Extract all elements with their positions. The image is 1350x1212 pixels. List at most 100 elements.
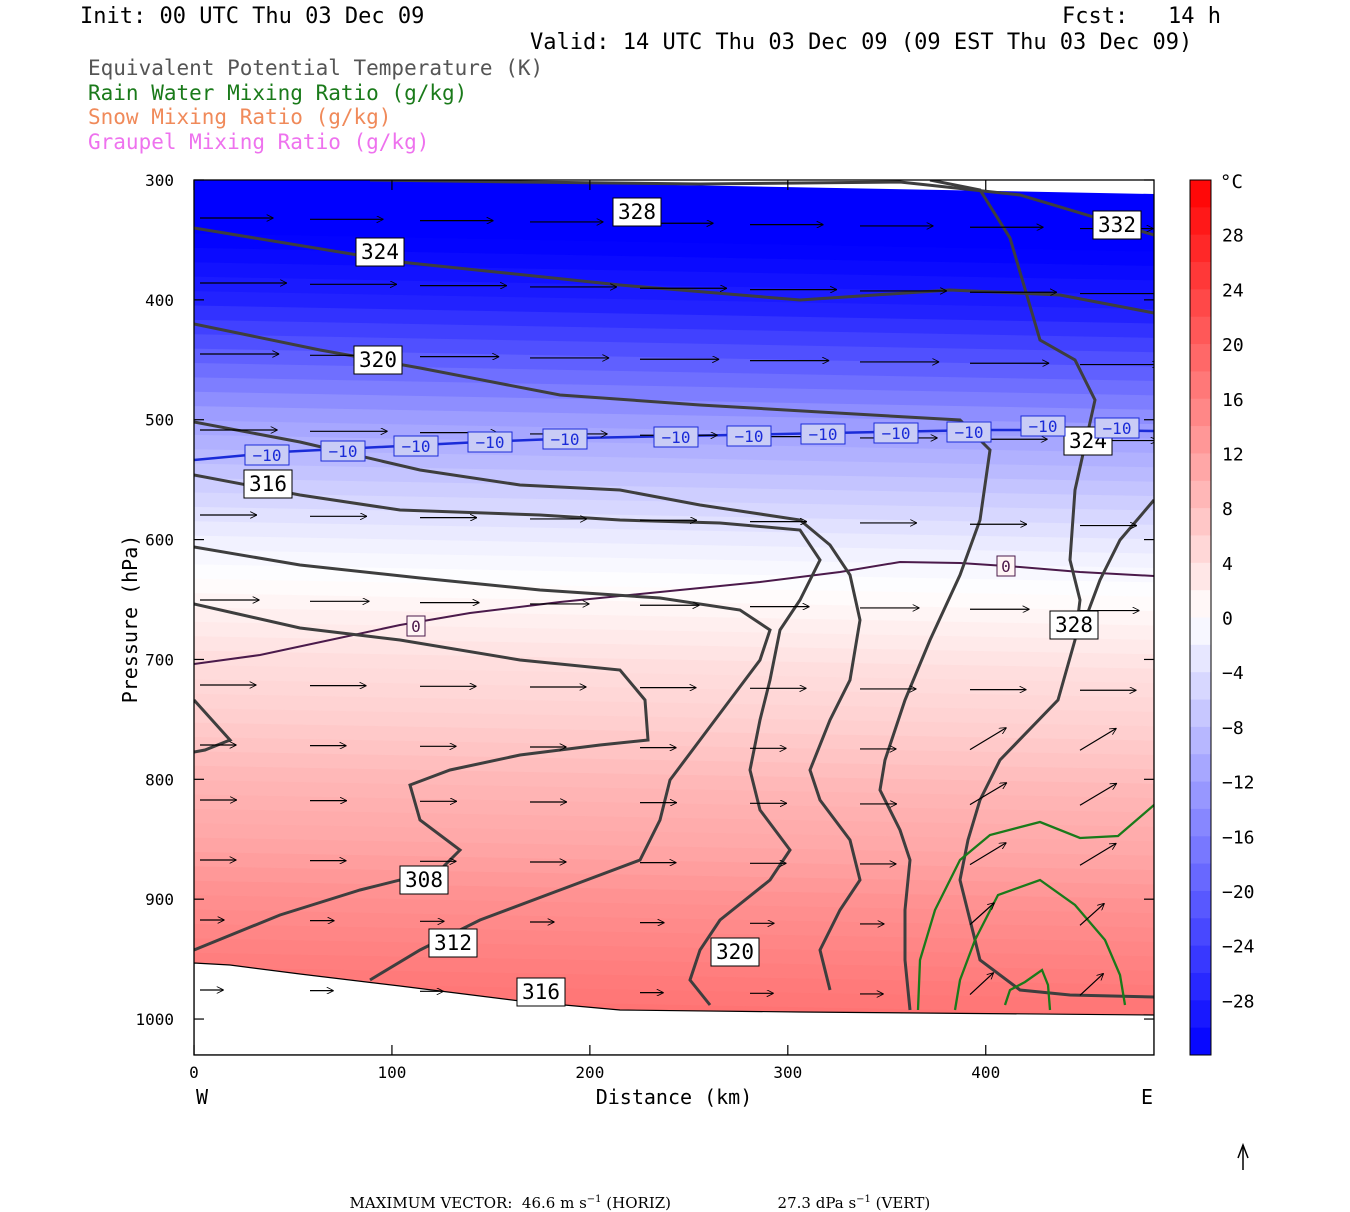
colorbar-swatch (1190, 836, 1211, 865)
colorbar-swatch (1190, 234, 1211, 263)
wind-vector (1079, 782, 1117, 806)
wind-vector (969, 727, 1007, 751)
theta-e-label-box (243, 469, 293, 499)
theta-e-label: 308 (405, 868, 443, 892)
isotherm-label-box (800, 423, 846, 445)
colorbar-swatch (1190, 918, 1211, 947)
colorbar-tick-label: 0 (1222, 609, 1233, 630)
colorbar-tick-label: −16 (1222, 827, 1255, 848)
rain-water-contours (916, 804, 1154, 1011)
x-tick-label: 100 (377, 1063, 406, 1082)
isotherm-label-box (726, 425, 772, 447)
theta-e-contour-328-low (929, 180, 1154, 999)
isotherm-label-box (244, 444, 290, 466)
reference-vector-icon (1237, 1142, 1249, 1170)
isotherm-label-box (467, 431, 513, 453)
isotherm-label: 0 (411, 617, 421, 636)
theta-e-label: 320 (359, 348, 397, 372)
theta-e-contour-324 (194, 322, 992, 1011)
colorbar-tick-label: 12 (1222, 444, 1244, 465)
isotherm-label-box (653, 426, 699, 448)
theta-e-label: 316 (522, 980, 560, 1004)
x-tick-label: 200 (575, 1063, 604, 1082)
colorbar-swatch (1190, 945, 1211, 974)
colorbar-swatch (1190, 207, 1211, 236)
x-tick-label: 0 (189, 1063, 199, 1082)
theta-e-label: 328 (618, 200, 656, 224)
axes: 300 400 500 600 700 800 900 1000 0 100 200 300 400 (135, 171, 1154, 1082)
colorbar-tick-label: −24 (1222, 937, 1255, 958)
colorbar-unit: °C (1220, 171, 1243, 193)
temperature-fill (194, 180, 1154, 1055)
isotherm-label-box (320, 440, 366, 462)
colorbar-swatch (1190, 1000, 1211, 1029)
colorbar-tick-label: −4 (1222, 663, 1244, 684)
colorbar-swatch (1190, 180, 1211, 208)
colorbar-swatch (1190, 699, 1211, 728)
y-tick-label: 400 (145, 291, 174, 310)
valid-time: Valid: 14 UTC Thu 03 Dec 09 (09 EST Thu … (530, 30, 1193, 55)
forecast-hour-label: Fcst: (1062, 4, 1129, 29)
y-tick-label: 700 (145, 650, 174, 669)
colorbar-frame (1189, 179, 1212, 1056)
colorbar-swatch (1190, 890, 1211, 919)
terrain-mask (194, 962, 1154, 1055)
colorbar-tick-label: 20 (1222, 335, 1244, 356)
isotherm-label: −10 (402, 437, 431, 456)
theta-e-label-box (516, 977, 566, 1007)
colorbar-swatch (1190, 344, 1211, 372)
y-tick-label: 900 (145, 890, 174, 909)
x-axis-label: Distance (km) (596, 1085, 753, 1109)
colorbar-swatch (1190, 754, 1211, 783)
colorbar-tick-label: 16 (1222, 390, 1244, 411)
wind-vector (969, 973, 994, 996)
colorbar-swatch (1190, 316, 1211, 345)
theta-e-label-box (710, 937, 760, 967)
wind-vector (969, 903, 995, 926)
isotherm-label: −10 (1029, 417, 1058, 436)
isotherm-label: −10 (809, 425, 838, 444)
init-time: Init: 00 UTC Thu 03 Dec 09 (80, 4, 425, 29)
colorbar-swatch (1190, 644, 1211, 673)
theta-e-contour-320 (194, 420, 862, 991)
colorbar-swatch (1190, 535, 1211, 564)
max-vector-horizontal: MAXIMUM VECTOR: 46.6 m s−1 (HORIZ) (349, 1194, 672, 1212)
isotherm-label-box (946, 421, 992, 443)
theta-e-contour-332 (369, 180, 1154, 237)
legend-graupel: Graupel Mixing Ratio (g/kg) (88, 130, 430, 154)
isotherm-label-box (1094, 417, 1140, 439)
y-tick-label: 500 (145, 411, 174, 430)
y-tick-label: 300 (145, 171, 174, 190)
forecast-hour-value: 14 h (1168, 4, 1221, 29)
y-tick-label: 600 (145, 531, 174, 550)
isotherm-label-box (873, 422, 919, 444)
y-tick-label: 1000 (135, 1010, 174, 1029)
west-label: W (196, 1085, 209, 1109)
colorbar-tick-label: 4 (1222, 554, 1233, 575)
theta-e-label: 332 (1098, 213, 1136, 237)
theta-e-label-box (355, 237, 405, 267)
plot-frame (193, 179, 1155, 1056)
colorbar-swatch (1190, 808, 1211, 837)
legend-rain-water: Rain Water Mixing Ratio (g/kg) (88, 81, 468, 105)
legend-snow: Snow Mixing Ratio (g/kg) (88, 105, 392, 129)
theta-e-contour-312 (194, 545, 772, 982)
wind-vector (969, 842, 1006, 866)
colorbar-swatch (1190, 398, 1211, 427)
theta-e-label-box (428, 928, 478, 958)
colorbar-swatch (1190, 781, 1211, 810)
colorbar-swatch (1190, 863, 1211, 892)
colorbar-swatch (1190, 508, 1211, 536)
colorbar-swatch (1190, 726, 1211, 755)
theta-e-label: 312 (434, 931, 472, 955)
temperature-colorbar: 28 24 20 16 12 8 4 0 −4 −8 −12 −16 −20 −24 −28 (1189, 179, 1255, 1056)
isotherm-label: −10 (955, 423, 984, 442)
x-tick-label: 300 (773, 1063, 802, 1082)
isotherm-label: −10 (253, 446, 282, 465)
x-tick-label: 400 (971, 1063, 1000, 1082)
colorbar-tick-label: −12 (1222, 773, 1255, 794)
legend-theta-e: Equivalent Potential Temperature (K) (88, 56, 544, 80)
isotherm-label: −10 (882, 424, 911, 443)
